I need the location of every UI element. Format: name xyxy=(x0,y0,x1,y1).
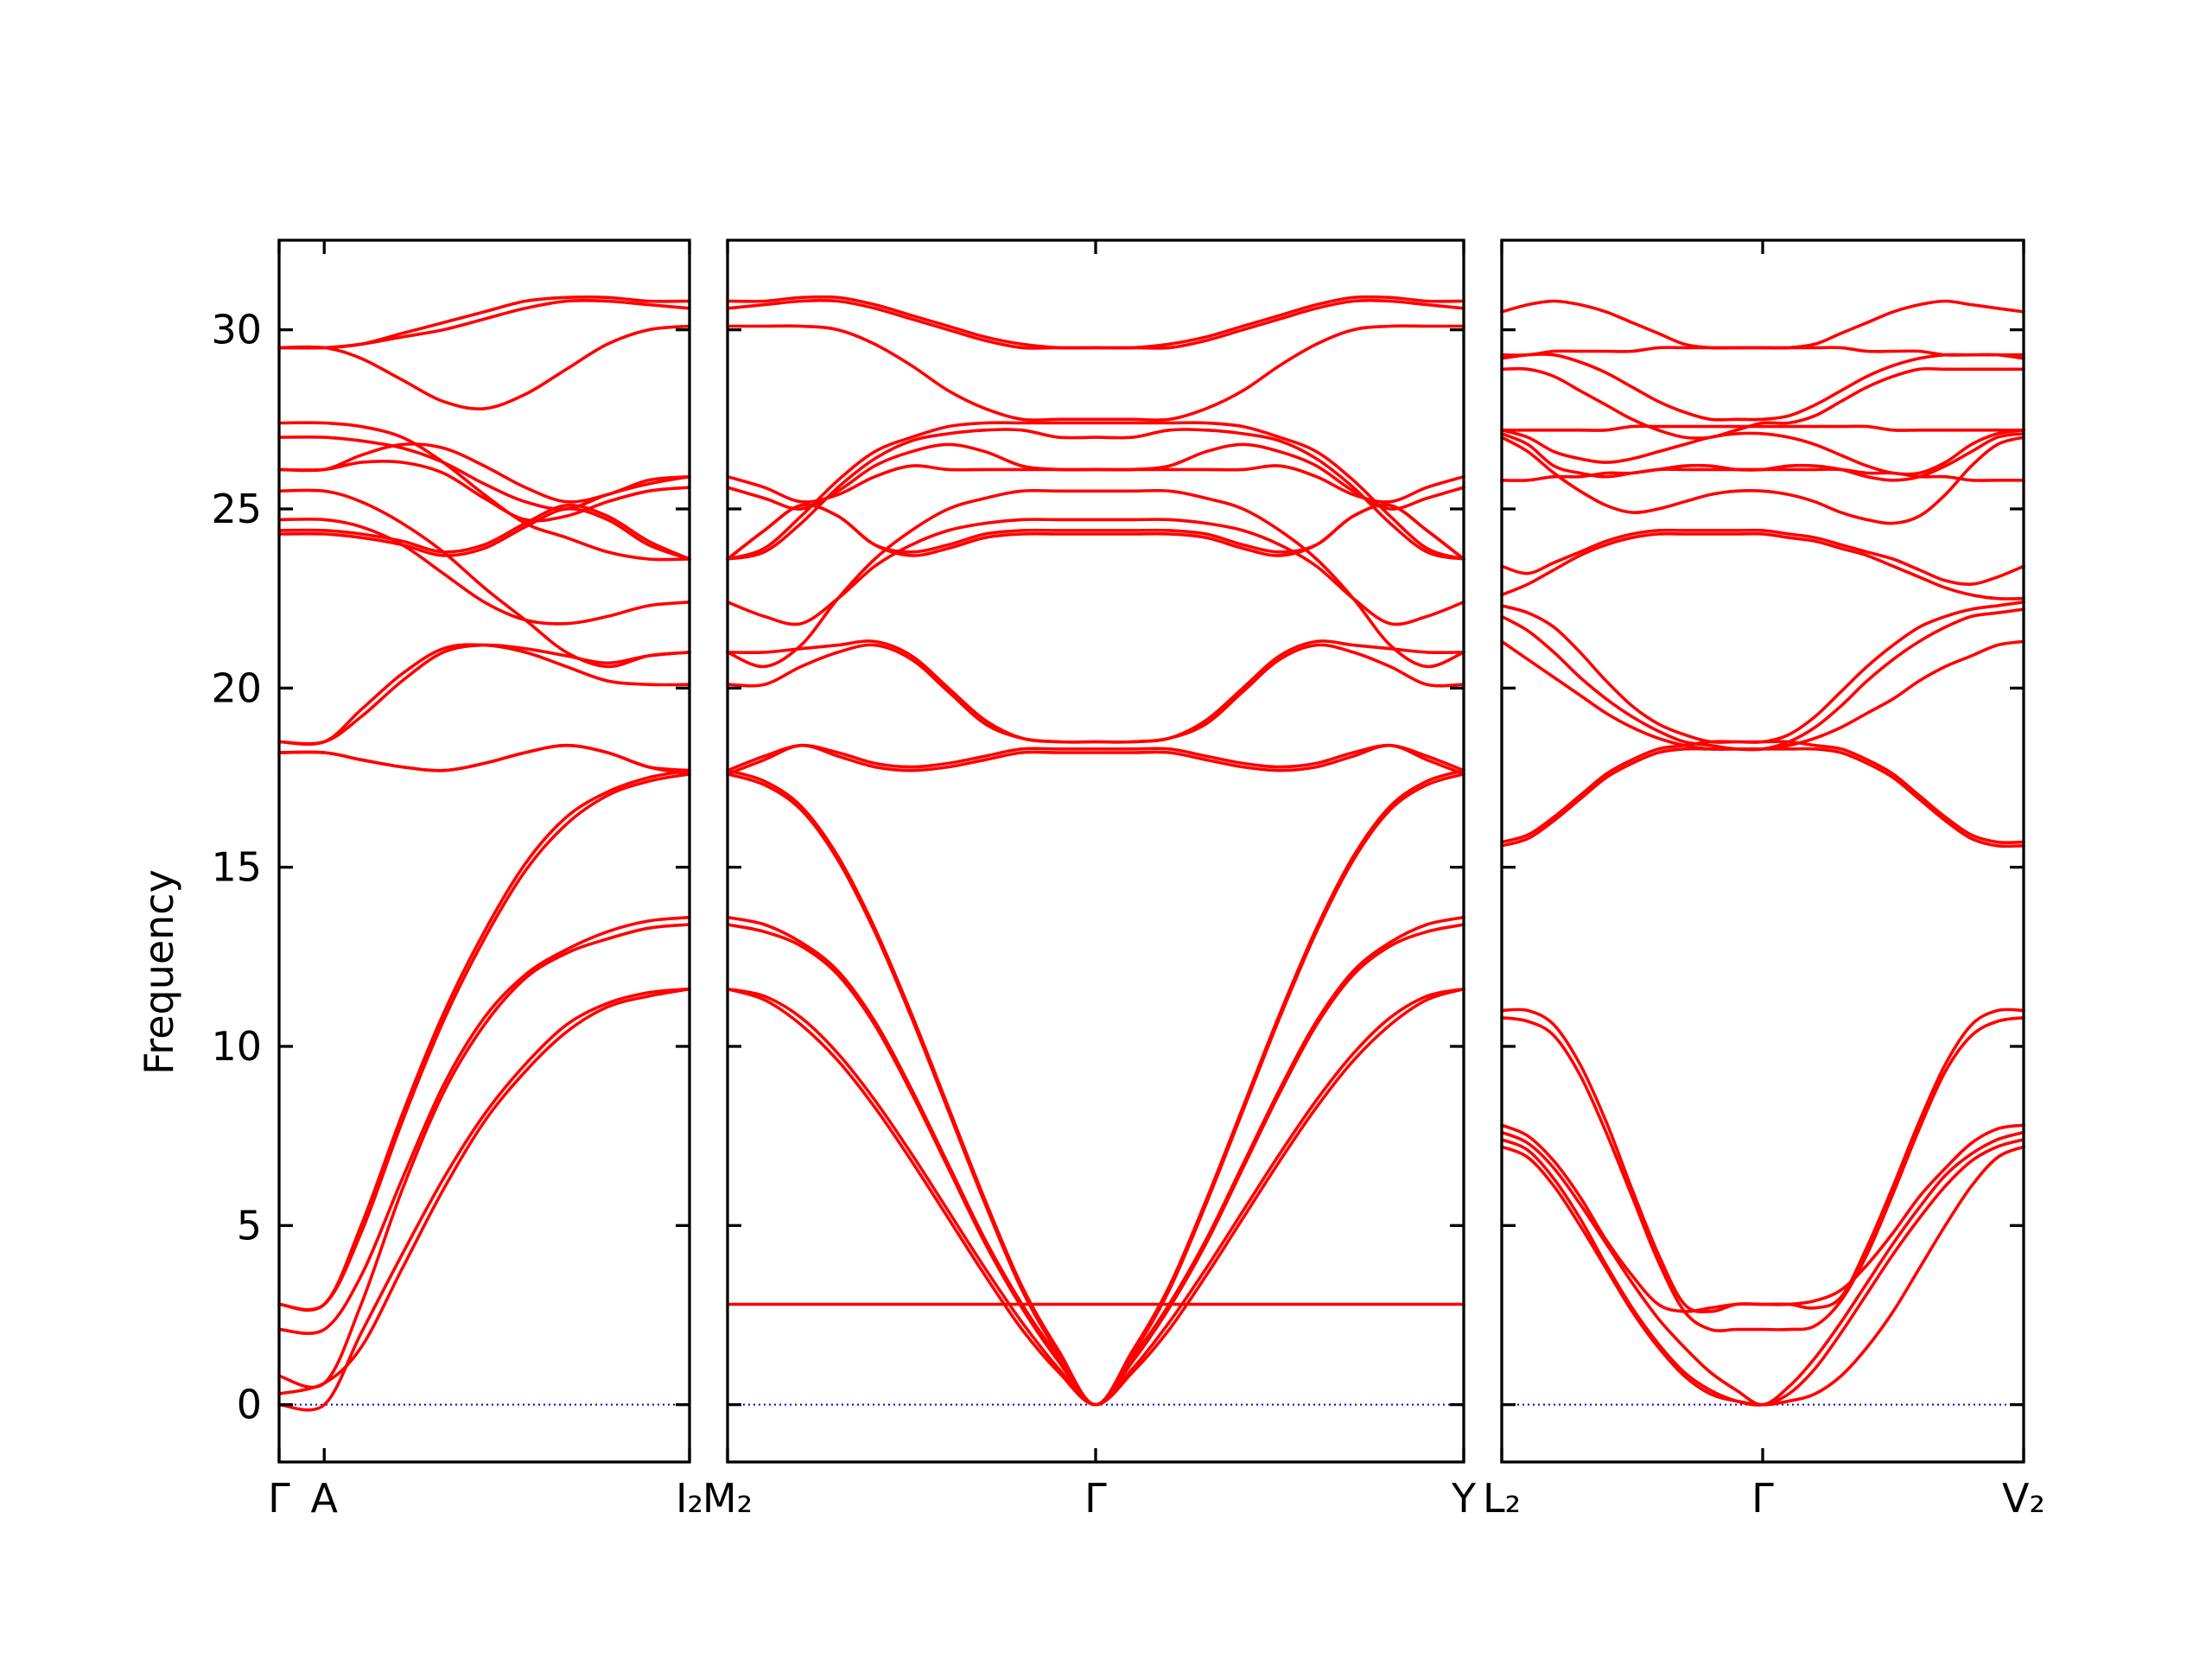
band-line-2-13 xyxy=(726,503,1465,561)
band-line-3-16 xyxy=(1500,432,2025,482)
band-line-2-9 xyxy=(726,743,1465,772)
band-line-1-13 xyxy=(277,518,691,626)
band-line-3-3 xyxy=(1500,1130,2025,1407)
band-line-3-17 xyxy=(1500,424,2025,432)
y-tick-label: 25 xyxy=(211,486,262,532)
band-line-1-11 xyxy=(277,507,691,561)
x-tick-label: M₂ xyxy=(702,1475,753,1522)
band-panel-2: M₂ Γ Y xyxy=(702,238,1477,1522)
y-tick-label: 5 xyxy=(237,1202,262,1249)
band-line-3-12 xyxy=(1500,531,2025,601)
band-line-1-1 xyxy=(277,987,691,1412)
band-line-2-20 xyxy=(726,324,1465,423)
band-line-1-18 xyxy=(277,421,691,562)
x-tick-label: I₂ xyxy=(676,1475,703,1522)
band-line-2-18 xyxy=(726,428,1465,561)
band-line-3-13 xyxy=(1500,528,2025,587)
band-panel-1: Γ A I₂ xyxy=(268,238,703,1522)
y-tick-label: 30 xyxy=(211,307,262,353)
band-line-3-22 xyxy=(1500,299,2025,350)
band-line-3-6 xyxy=(1500,1007,2025,1313)
x-tick-label: Γ xyxy=(1751,1475,1774,1522)
band-panel-3: L₂ Γ V₂ xyxy=(1483,238,2045,1522)
band-line-1-8 xyxy=(277,743,691,772)
band-line-3-5 xyxy=(1500,1016,2025,1332)
band-line-3-15 xyxy=(1500,435,2025,525)
y-tick-label: 20 xyxy=(211,664,262,711)
y-axis-label: Frequency xyxy=(136,869,182,1075)
band-line-1-16 xyxy=(277,459,691,523)
x-tick-label: Γ xyxy=(1084,1475,1107,1522)
x-tick-label: V₂ xyxy=(2002,1475,2045,1522)
band-line-1-20 xyxy=(277,296,691,350)
x-tick-label: A xyxy=(311,1475,339,1522)
band-line-1-10 xyxy=(277,643,691,747)
band-line-1-14 xyxy=(277,488,691,669)
x-tick-label: Γ xyxy=(268,1475,290,1522)
band-line-3-11 xyxy=(1500,601,2025,744)
y-tick-label: 15 xyxy=(211,844,262,891)
band-line-2-6 xyxy=(726,768,1465,1407)
band-line-1-2 xyxy=(277,987,691,1395)
band-line-2-22 xyxy=(726,295,1465,350)
y-axis: 0 5 10 15 20 25 30 xyxy=(211,307,262,1428)
band-line-3-18 xyxy=(1500,429,2025,476)
band-line-2-11 xyxy=(726,639,1465,744)
band-line-3-19 xyxy=(1500,366,2025,440)
x-tick-label: Y xyxy=(1451,1475,1477,1522)
band-line-2-19 xyxy=(726,421,1465,561)
band-line-2-8 xyxy=(726,743,1465,776)
band-line-1-4 xyxy=(277,915,691,1335)
y-tick-label: 0 xyxy=(237,1382,262,1428)
band-line-2-14 xyxy=(726,518,1465,626)
band-line-1-17 xyxy=(277,435,691,512)
panel-frame-1 xyxy=(277,238,691,1464)
band-line-3-20 xyxy=(1500,353,2025,422)
y-tick-label: 10 xyxy=(211,1023,262,1070)
band-line-1-5 xyxy=(277,772,691,1312)
band-line-1-6 xyxy=(277,768,691,1313)
band-line-1-12 xyxy=(277,503,691,561)
band-line-3-10 xyxy=(1500,607,2025,752)
band-line-2-15 xyxy=(726,488,1465,669)
x-tick-label: L₂ xyxy=(1483,1475,1521,1522)
band-line-1-21 xyxy=(277,324,691,410)
band-line-1-3 xyxy=(277,923,691,1389)
band-line-2-17 xyxy=(726,442,1465,511)
